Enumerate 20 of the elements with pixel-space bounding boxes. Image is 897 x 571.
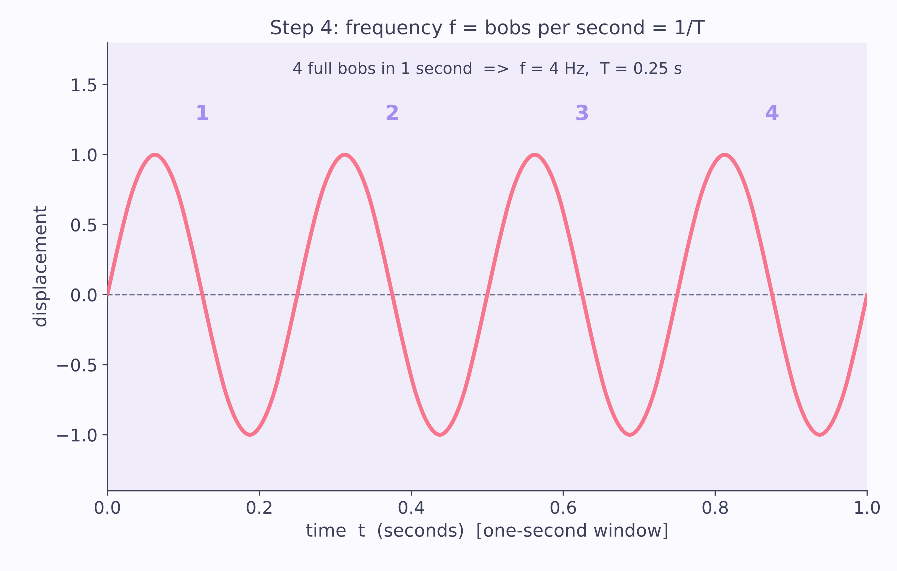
annotation: 4 [766,105,779,120]
annotation: 4 full bobs in 1 second => f = 4 Hz, T = 0.25 s [294,62,682,76]
y-tick-label: 1.0 [72,148,97,162]
annotation: 2 [386,104,398,120]
y-tick-label: −0.5 [58,358,96,372]
annotation: 1 [198,105,208,120]
y-tick-label: 0.5 [71,218,96,232]
x-tick-label: 0.2 [246,501,272,514]
x-tick-label: 0.6 [550,501,576,514]
annotation: 3 [576,104,588,121]
y-axis-title: displacement [32,206,50,327]
y-tick-label: 1.5 [72,78,96,92]
x-tick-label: 0.4 [398,501,424,514]
y-tick-label: −1.0 [58,428,97,442]
x-axis-title: time t (seconds) [one-second window] [306,523,668,540]
x-tick-label: 0.8 [702,501,728,514]
y-tick-label: 0.0 [71,288,97,302]
chart-title: Step 4: frequency f = bobs per second = 1/T [271,20,706,39]
x-tick-label: 0.0 [94,501,120,514]
x-tick-label: 1.0 [856,501,880,514]
